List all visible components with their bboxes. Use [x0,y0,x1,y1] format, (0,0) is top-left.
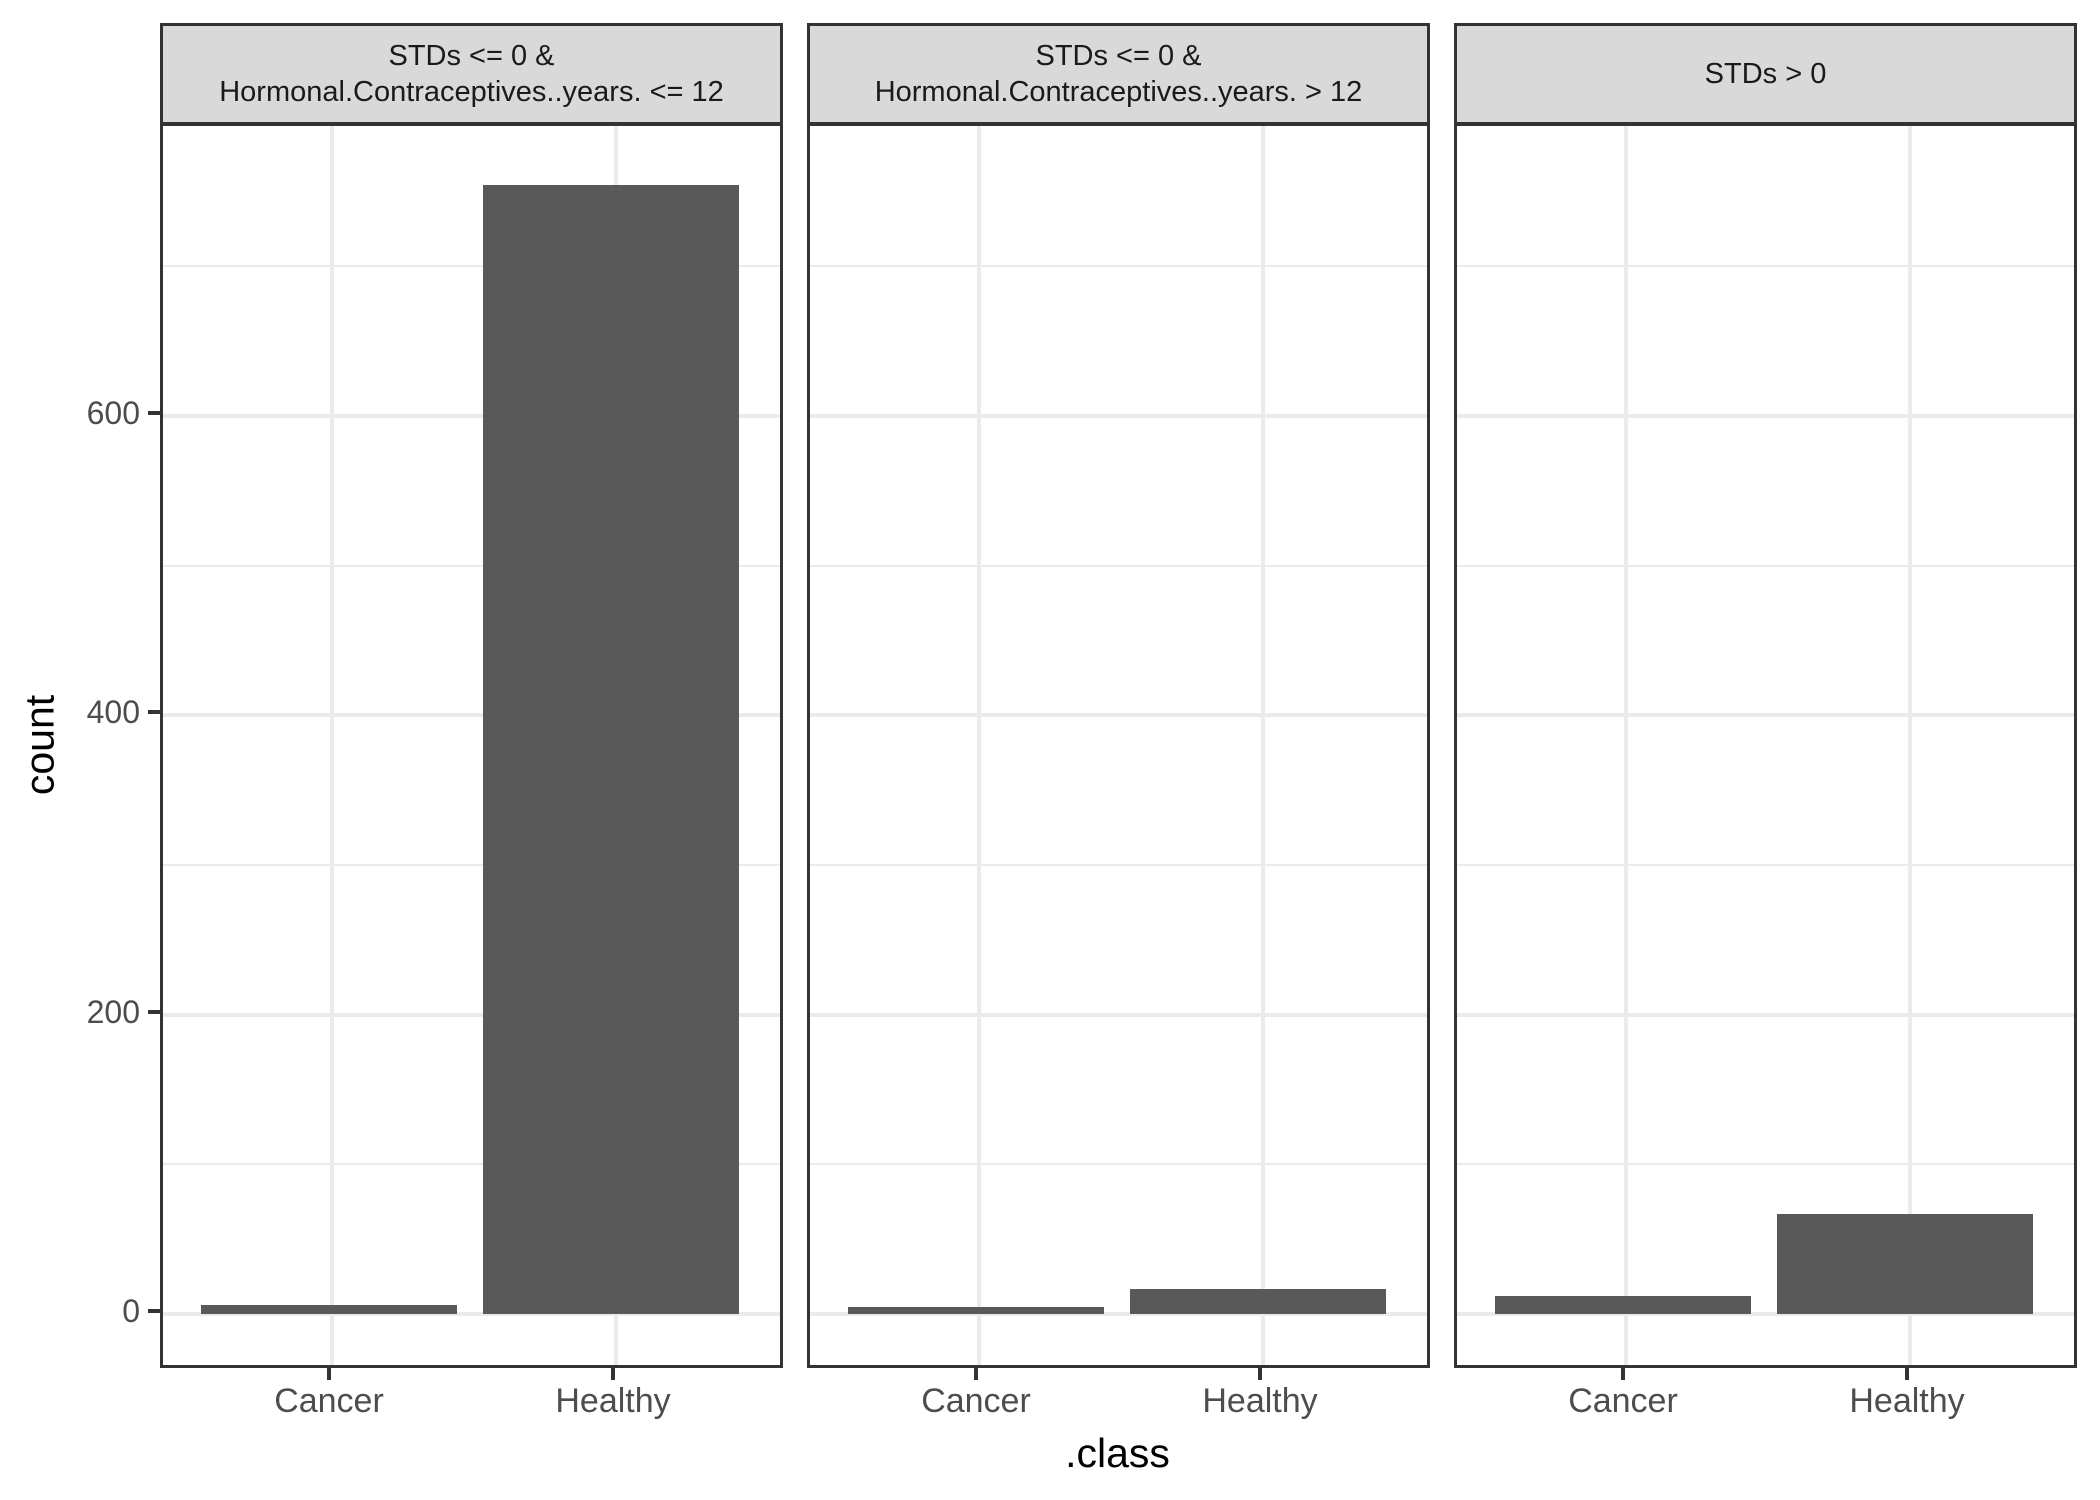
major-gridline [1457,413,2074,418]
minor-gridline [163,1163,780,1166]
x-tick [974,1368,978,1380]
facet-strip-label: STDs <= 0 & Hormonal.Contraceptives..yea… [807,23,1430,125]
vertical-gridline [330,126,334,1365]
major-gridline [810,713,1427,718]
facet-strip-label: STDs <= 0 & Hormonal.Contraceptives..yea… [160,23,783,125]
x-tick-label: Healthy [1849,1382,1965,1420]
y-tick-label: 600 [86,394,140,431]
major-gridline [1457,713,2074,718]
minor-gridline [810,863,1427,866]
minor-gridline [163,564,780,567]
y-tick [148,1009,160,1014]
bar-cancer [201,1305,457,1314]
minor-gridline [810,265,1427,268]
y-tick [148,410,160,415]
y-tick-label: 200 [86,993,140,1030]
vertical-gridline [1261,126,1265,1365]
major-gridline [163,1012,780,1017]
minor-gridline [810,1163,1427,1166]
bar-healthy [1130,1288,1386,1314]
y-tick-label: 400 [86,694,140,731]
x-tick [611,1368,615,1380]
major-gridline [810,413,1427,418]
vertical-gridline [1624,126,1628,1365]
minor-gridline [163,265,780,268]
x-tick [327,1368,331,1380]
vertical-gridline [977,126,981,1365]
x-tick-label: Cancer [1568,1382,1678,1420]
bar-healthy [483,185,739,1314]
x-axis-title: .class [1065,1430,1170,1476]
major-gridline [163,1312,780,1316]
x-tick-label: Cancer [274,1382,384,1420]
x-tick-label: Healthy [555,1382,671,1420]
major-gridline [810,1312,1427,1316]
facet-strip-label: STDs > 0 [1454,23,2077,125]
facet-panel-1: STDs <= 0 & Hormonal.Contraceptives..yea… [160,23,783,1368]
x-tick-label: Healthy [1202,1382,1318,1420]
bar-cancer [848,1306,1104,1314]
bar-healthy [1777,1213,2033,1314]
x-tick [1621,1368,1625,1380]
major-gridline [810,1012,1427,1017]
minor-gridline [1457,265,2074,268]
x-tick [1905,1368,1909,1380]
minor-gridline [810,564,1427,567]
x-tick [1258,1368,1262,1380]
y-tick [148,1309,160,1313]
y-tick-label: 0 [122,1293,140,1329]
minor-gridline [1457,564,2074,567]
vertical-gridline [1908,126,1912,1365]
minor-gridline [163,863,780,866]
major-gridline [1457,1012,2074,1017]
facet-panel-2: STDs <= 0 & Hormonal.Contraceptives..yea… [807,23,1430,1368]
plot-area [160,123,783,1368]
y-tick [148,710,160,715]
facet-panel-3: STDs > 0 [1454,23,2077,1368]
major-gridline [163,413,780,418]
x-tick-label: Cancer [921,1382,1031,1420]
major-gridline [1457,1312,2074,1316]
plot-area [1454,123,2077,1368]
plot-area [807,123,1430,1368]
bar-cancer [1495,1296,1751,1314]
minor-gridline [1457,863,2074,866]
major-gridline [163,713,780,718]
minor-gridline [1457,1163,2074,1166]
